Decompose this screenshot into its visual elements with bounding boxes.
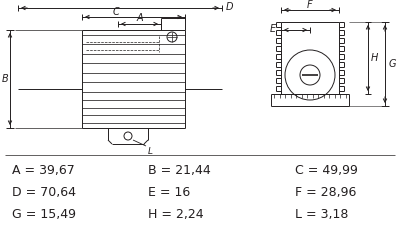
Text: F = 28,96: F = 28,96: [295, 186, 356, 198]
Text: H: H: [371, 53, 378, 63]
Text: B = 21,44: B = 21,44: [148, 164, 211, 177]
Text: L: L: [148, 147, 153, 156]
Text: D: D: [226, 2, 234, 12]
Text: B: B: [1, 74, 8, 84]
Text: E: E: [270, 24, 276, 34]
Text: D = 70,64: D = 70,64: [12, 186, 76, 198]
Text: A = 39,67: A = 39,67: [12, 164, 75, 177]
Text: L = 3,18: L = 3,18: [295, 207, 348, 221]
Text: A: A: [136, 13, 143, 23]
Text: C: C: [112, 7, 119, 17]
Text: F: F: [307, 0, 313, 10]
Text: G = 15,49: G = 15,49: [12, 207, 76, 221]
Text: H = 2,24: H = 2,24: [148, 207, 204, 221]
Text: E = 16: E = 16: [148, 186, 190, 198]
Text: C = 49,99: C = 49,99: [295, 164, 358, 177]
Text: G: G: [389, 59, 396, 69]
